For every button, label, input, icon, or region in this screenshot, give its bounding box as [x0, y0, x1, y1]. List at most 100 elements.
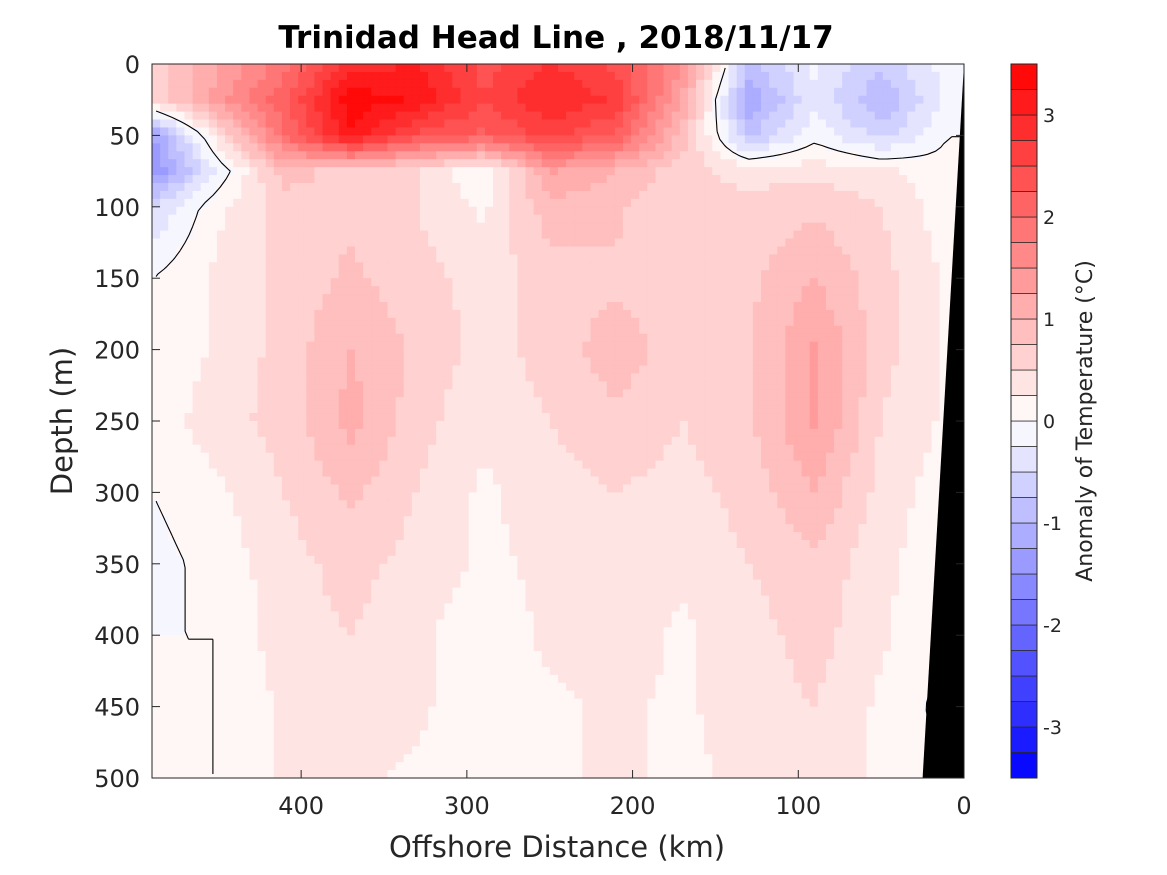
- anomaly-cell: [192, 270, 202, 279]
- anomaly-cell: [858, 349, 868, 359]
- anomaly-cell: [525, 373, 535, 382]
- anomaly-cell: [484, 103, 494, 113]
- anomaly-cell: [152, 381, 161, 390]
- anomaly-cell: [533, 349, 543, 359]
- anomaly-cell: [696, 325, 705, 335]
- anomaly-cell: [834, 175, 843, 184]
- anomaly-cell: [346, 389, 356, 398]
- anomaly-cell: [882, 413, 892, 422]
- anomaly-cell: [322, 381, 332, 390]
- anomaly-cell: [769, 87, 778, 97]
- anomaly-cell: [736, 389, 746, 398]
- anomaly-cell: [809, 79, 819, 89]
- anomaly-cell: [558, 373, 567, 382]
- anomaly-cell: [606, 246, 616, 255]
- anomaly-cell: [858, 214, 868, 224]
- anomaly-cell: [493, 270, 502, 279]
- anomaly-cell: [379, 127, 389, 136]
- anomaly-cell: [825, 111, 835, 121]
- anomaly-cell: [517, 428, 527, 438]
- anomaly-cell: [176, 389, 186, 398]
- anomaly-cell: [736, 286, 746, 295]
- anomaly-cell: [460, 167, 470, 176]
- anomaly-cell: [817, 246, 827, 255]
- anomaly-cell: [931, 294, 941, 303]
- anomaly-cell: [265, 206, 275, 216]
- anomaly-cell: [614, 413, 624, 422]
- anomaly-cell: [639, 413, 648, 422]
- anomaly-cell: [395, 421, 405, 430]
- anomaly-cell: [574, 151, 583, 160]
- anomaly-cell: [947, 87, 957, 97]
- anomaly-cell: [631, 357, 640, 367]
- anomaly-cell: [168, 143, 177, 152]
- anomaly-cell: [517, 151, 527, 160]
- anomaly-cell: [436, 151, 445, 160]
- anomaly-cell: [825, 127, 835, 136]
- anomaly-cell: [574, 214, 583, 224]
- anomaly-cell: [558, 103, 567, 113]
- anomaly-cell: [322, 365, 332, 374]
- anomaly-cell: [290, 349, 299, 359]
- anomaly-cell: [241, 294, 251, 303]
- anomaly-cell: [533, 167, 543, 176]
- anomaly-cell: [793, 262, 803, 271]
- anomaly-cell: [606, 143, 616, 152]
- anomaly-cell: [761, 286, 770, 295]
- anomaly-cell: [444, 206, 454, 216]
- anomaly-cell: [558, 302, 567, 311]
- anomaly-cell: [582, 333, 592, 343]
- anomaly-cell: [687, 389, 697, 398]
- anomaly-cell: [501, 309, 510, 319]
- anomaly-cell: [281, 389, 291, 398]
- anomaly-cell: [216, 222, 226, 232]
- anomaly-cell: [419, 278, 429, 287]
- anomaly-cell: [907, 349, 916, 359]
- anomaly-cell: [696, 198, 705, 208]
- anomaly-cell: [931, 286, 941, 295]
- anomaly-cell: [265, 79, 275, 89]
- anomaly-cell: [379, 341, 389, 351]
- anomaly-cell: [160, 397, 169, 406]
- anomaly-cell: [744, 381, 754, 390]
- anomaly-cell: [590, 167, 600, 176]
- anomaly-cell: [915, 175, 924, 184]
- anomaly-cell: [290, 357, 299, 367]
- anomaly-cell: [395, 286, 405, 295]
- anomaly-cell: [663, 309, 673, 319]
- anomaly-cell: [322, 270, 332, 279]
- anomaly-cell: [549, 64, 559, 73]
- anomaly-cell: [517, 436, 527, 446]
- anomaly-cell: [509, 365, 518, 374]
- anomaly-cell: [777, 167, 786, 176]
- anomaly-cell: [761, 222, 770, 232]
- anomaly-cell: [842, 286, 851, 295]
- anomaly-cell: [403, 389, 413, 398]
- anomaly-cell: [395, 79, 405, 89]
- anomaly-cell: [314, 190, 324, 200]
- anomaly-cell: [687, 262, 697, 271]
- anomaly-cell: [403, 103, 413, 113]
- anomaly-cell: [306, 183, 315, 192]
- anomaly-cell: [484, 413, 494, 422]
- anomaly-cell: [566, 206, 575, 216]
- anomaly-cell: [225, 79, 234, 89]
- anomaly-cell: [655, 381, 665, 390]
- anomaly-cell: [176, 405, 186, 414]
- anomaly-cell: [882, 452, 892, 462]
- anomaly-cell: [687, 71, 697, 81]
- anomaly-cell: [346, 230, 356, 240]
- anomaly-cell: [371, 64, 380, 73]
- anomaly-cell: [233, 436, 242, 446]
- anomaly-cell: [371, 325, 380, 335]
- anomaly-cell: [606, 119, 616, 129]
- anomaly-cell: [541, 151, 551, 160]
- anomaly-cell: [436, 452, 445, 462]
- anomaly-cell: [517, 262, 527, 271]
- anomaly-cell: [696, 151, 705, 160]
- anomaly-cell: [809, 302, 819, 311]
- anomaly-cell: [679, 159, 689, 168]
- anomaly-cell: [736, 270, 746, 279]
- anomaly-cell: [395, 397, 405, 406]
- anomaly-cell: [785, 373, 795, 382]
